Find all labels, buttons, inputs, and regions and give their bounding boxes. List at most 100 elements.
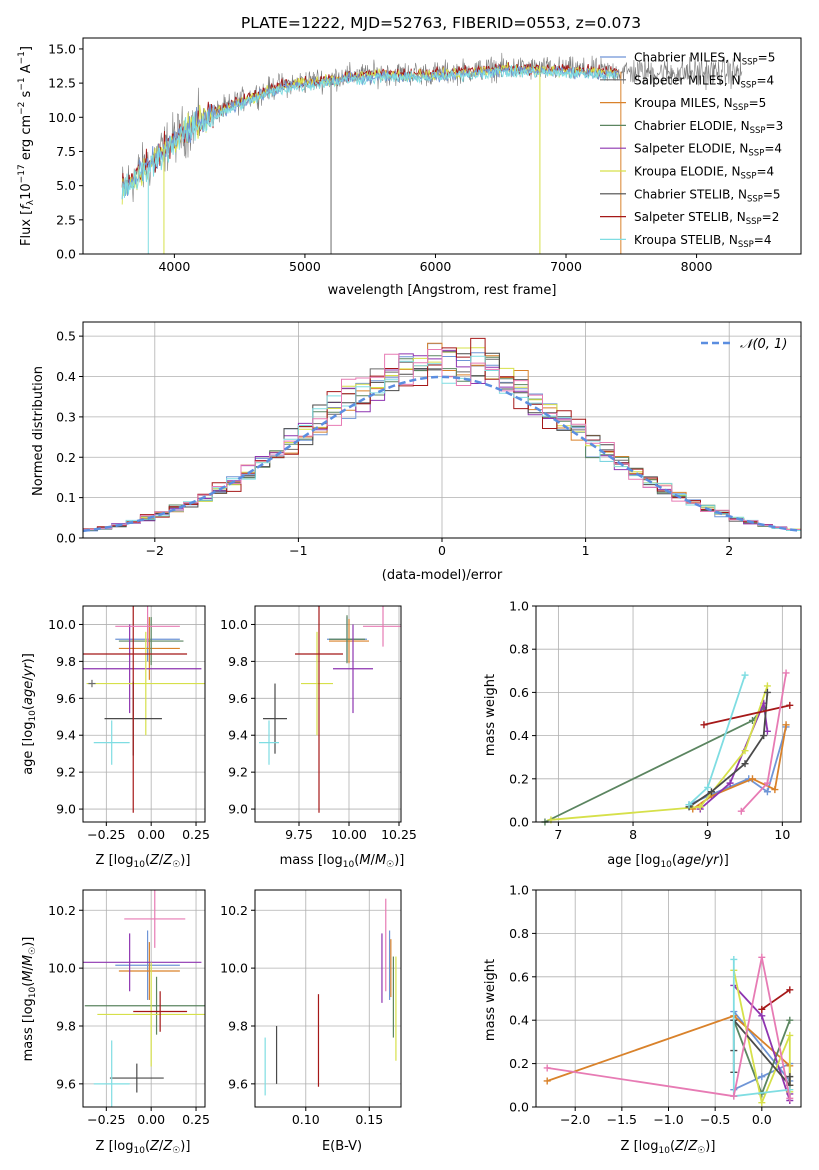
mass-vs-EBV-xlabel: E(B-V) <box>322 1139 362 1154</box>
histogram-xtick-label: −2 <box>146 543 164 558</box>
weight-vs-Z-point <box>758 1005 766 1013</box>
weight-vs-Z-point <box>758 1012 766 1020</box>
weight-vs-age-point <box>782 669 790 677</box>
weight-vs-Z-ytick-label: 0.4 <box>509 1013 529 1028</box>
spectrum-ytick-label: 12.5 <box>48 76 76 91</box>
age-vs-Z-panel: −0.25 0.00 0.25 9.0 9.2 9.4 9.6 9.8 10.0 Z [log1… <box>21 605 210 870</box>
spectrum-frame <box>82 37 802 255</box>
mass-vs-EBV-xtick-label: 0.15 <box>355 1112 383 1127</box>
histogram-xtick-label: −1 <box>289 543 307 558</box>
weight-vs-age-point <box>685 801 693 809</box>
age-vs-mass-xtick-label: 9.75 <box>285 827 313 842</box>
histogram-ytick-label: 0.0 <box>56 531 76 546</box>
mass-vs-Z-xtick-label: 0.00 <box>137 1112 165 1127</box>
weight-vs-age-point <box>741 760 749 768</box>
weight-vs-age-point <box>763 688 771 696</box>
spectrum-ytick-label: 5.0 <box>56 178 76 193</box>
spectrum-xlabel: wavelength [Angstrom, rest frame] <box>328 283 557 298</box>
spectrum-ylabel: Flux [fλ10−17 erg cm−2 s−1 A−1] <box>17 46 36 246</box>
spectrum-legend-label: Salpeter MILES, NSSP=4 <box>634 73 774 90</box>
mass-vs-Z-xtick-label: 0.25 <box>182 1112 210 1127</box>
histogram-ylabel: Normed distribution <box>31 366 46 496</box>
age-vs-mass-frame <box>254 605 402 823</box>
weight-vs-age-point <box>741 747 749 755</box>
weight-vs-Z-xtick-label: −2.0 <box>560 1112 590 1127</box>
weight-vs-age-point <box>726 779 734 787</box>
weight-vs-age-series-line <box>703 704 790 726</box>
weight-vs-age-point <box>741 671 749 679</box>
histogram-xlabel: (data-model)/error <box>382 568 503 583</box>
weight-vs-Z-point <box>786 986 794 994</box>
weight-vs-age-xtick-label: 10 <box>774 827 790 842</box>
weight-vs-Z-ytick-label: 0.2 <box>509 1056 529 1071</box>
weight-vs-age-panel: 7 8 9 10 0.0 0.2 0.4 0.6 0.8 1.0 age [log10(age/y… <box>483 599 802 870</box>
mass-vs-Z-ytick-label: 9.6 <box>56 1076 76 1091</box>
age-vs-mass-ytick-label: 9.0 <box>228 802 248 817</box>
weight-vs-age-ytick-label: 0.2 <box>509 771 529 786</box>
histogram-ytick-label: 0.5 <box>56 329 76 344</box>
histogram-axes: −2 −1 0 1 2 0.0 0.1 0.2 0.3 0.4 0.5 <box>56 321 802 558</box>
weight-vs-age-ytick-label: 0.8 <box>509 642 529 657</box>
spectrum-legend-label: Salpeter ELODIE, NSSP=4 <box>634 142 782 159</box>
figure-title: PLATE=1222, MJD=52763, FIBERID=0553, z=0… <box>241 14 641 32</box>
spectrum-marks <box>121 52 743 254</box>
weight-vs-age-point <box>737 807 745 815</box>
age-vs-Z-xtick-label: 0.00 <box>137 827 165 842</box>
weight-vs-age-point <box>748 775 756 783</box>
spectrum-ytick-label: 0.0 <box>56 247 76 262</box>
age-vs-mass-ytick-label: 9.4 <box>228 728 248 743</box>
histogram-ytick-label: 0.3 <box>56 409 76 424</box>
weight-vs-age-point <box>771 786 779 794</box>
spectrum-legend-label: Chabrier ELODIE, NSSP=3 <box>634 119 783 136</box>
spectrum-ytick-label: 2.5 <box>56 212 76 227</box>
histogram-xtick-label: 2 <box>725 543 733 558</box>
weight-vs-Z-point <box>543 1064 551 1072</box>
age-vs-Z-xtick-label: −0.25 <box>87 827 125 842</box>
weight-vs-Z-point <box>543 1077 551 1085</box>
weight-vs-age-xlabel: age [log10(age/yr)] <box>607 853 729 870</box>
weight-vs-Z-point <box>786 1094 794 1102</box>
weight-vs-Z-xtick-label: −1.0 <box>653 1112 683 1127</box>
spectrum-xtick-label: 8000 <box>681 259 713 274</box>
weight-vs-age-ylabel: mass weight <box>483 674 498 756</box>
mass-vs-Z-ytick-label: 10.0 <box>48 961 76 976</box>
spectrum-ytick-label: 7.5 <box>56 144 76 159</box>
weight-vs-Z-ytick-label: 0.0 <box>509 1100 529 1115</box>
spectrum-legend-label: Salpeter STELIB, NSSP=2 <box>634 210 779 227</box>
spectrum-xtick-label: 7000 <box>550 259 582 274</box>
age-vs-Z-ylabel: age [log10(age/yr)] <box>21 653 38 775</box>
weight-vs-age-xtick-label: 7 <box>554 827 562 842</box>
age-vs-Z-ytick-label: 9.8 <box>56 654 76 669</box>
weight-vs-age-point <box>707 788 715 796</box>
weight-vs-age-xtick-label: 9 <box>704 827 712 842</box>
mass-vs-EBV-ytick-label: 10.2 <box>220 903 248 918</box>
weight-vs-age-frame <box>535 605 802 823</box>
spectrum-panel: 4000 5000 6000 7000 8000 0.0 2.5 5.0 7.5 10.0 12.5… <box>17 37 802 298</box>
age-vs-mass-xlabel: mass [log10(M/M☉)] <box>280 853 405 870</box>
age-vs-mass-ytick-label: 9.2 <box>228 765 248 780</box>
weight-vs-Z-ylabel: mass weight <box>483 959 498 1041</box>
age-vs-mass-ytick-label: 9.8 <box>228 654 248 669</box>
spectrum-xtick-label: 4000 <box>158 259 190 274</box>
histogram-legend-label: 𝒩(0, 1) <box>740 337 787 352</box>
weight-vs-Z-ytick-label: 0.6 <box>509 969 529 984</box>
histogram-panel: −2 −1 0 1 2 0.0 0.1 0.2 0.3 0.4 0.5 𝒩(0, 1) (data-… <box>31 321 802 583</box>
age-vs-mass-xtick-label: 10.00 <box>331 827 367 842</box>
spectrum-legend-label: Chabrier MILES, NSSP=5 <box>634 51 775 68</box>
spectrum-xtick-label: 6000 <box>420 259 452 274</box>
mass-vs-Z-frame <box>82 889 206 1108</box>
weight-vs-Z-point <box>758 1099 766 1107</box>
mass-vs-Z-ytick-label: 9.8 <box>56 1018 76 1033</box>
weight-vs-age-point <box>760 732 768 740</box>
weight-vs-age-point <box>786 701 794 709</box>
mass-vs-EBV-ytick-label: 9.8 <box>228 1018 248 1033</box>
weight-vs-Z-point <box>758 953 766 961</box>
age-vs-Z-frame <box>82 605 206 823</box>
weight-vs-Z-xtick-label: −1.5 <box>607 1112 637 1127</box>
age-vs-mass-panel: 9.75 10.00 10.25 9.0 9.2 9.4 9.6 9.8 10.0 mass [… <box>220 605 417 870</box>
age-vs-mass-ytick-label: 9.6 <box>228 691 248 706</box>
mass-vs-Z-ylabel: mass [log10(M/M☉)] <box>21 937 38 1062</box>
age-vs-Z-ytick-label: 9.6 <box>56 691 76 706</box>
histogram-ytick-label: 0.1 <box>56 490 76 505</box>
weight-vs-age-xtick-label: 8 <box>629 827 637 842</box>
